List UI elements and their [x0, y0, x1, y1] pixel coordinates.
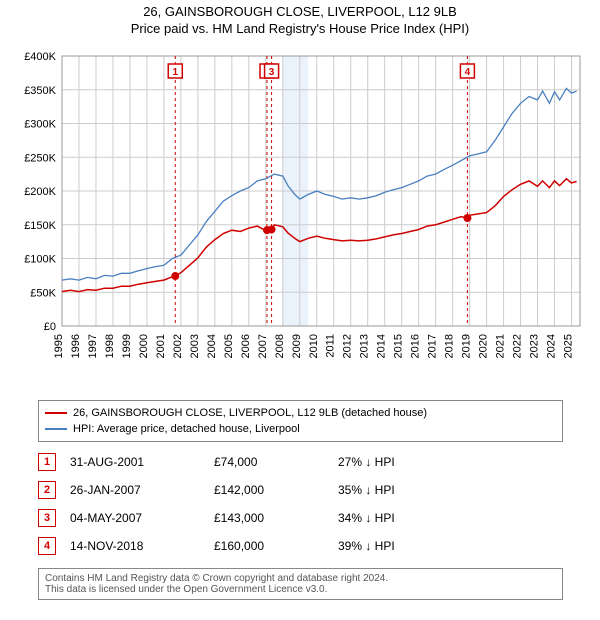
svg-text:2014: 2014	[376, 334, 388, 358]
sale-price: £74,000	[214, 455, 324, 469]
sale-price: £142,000	[214, 483, 324, 497]
svg-text:2006: 2006	[240, 334, 252, 358]
svg-text:2002: 2002	[172, 334, 184, 358]
sale-date: 14-NOV-2018	[70, 539, 200, 553]
svg-text:2013: 2013	[359, 334, 371, 358]
sale-index-box: 3	[38, 509, 56, 527]
page-title: 26, GAINSBOROUGH CLOSE, LIVERPOOL, L12 9…	[0, 4, 600, 19]
svg-text:2023: 2023	[529, 334, 541, 358]
svg-text:2003: 2003	[189, 334, 201, 358]
svg-text:1998: 1998	[104, 334, 116, 358]
price-chart: £0 £50K £100K £150K £200K £250K £300K £350K £400…	[10, 50, 590, 390]
svg-text:2011: 2011	[325, 334, 337, 358]
sale-index-box: 2	[38, 481, 56, 499]
svg-text:2012: 2012	[342, 334, 354, 358]
legend-item: HPI: Average price, detached house, Live…	[45, 421, 556, 437]
svg-text:£50K: £50K	[30, 287, 56, 299]
sale-date: 04-MAY-2007	[70, 511, 200, 525]
svg-text:4: 4	[465, 67, 471, 78]
svg-text:1996: 1996	[70, 334, 82, 358]
svg-text:2021: 2021	[495, 334, 507, 358]
svg-text:1999: 1999	[121, 334, 133, 358]
sale-date: 26-JAN-2007	[70, 483, 200, 497]
svg-text:£0: £0	[44, 321, 56, 333]
sale-price: £160,000	[214, 539, 324, 553]
svg-text:2005: 2005	[223, 334, 235, 358]
footer-line: This data is licensed under the Open Gov…	[45, 584, 556, 595]
sale-index-box: 1	[38, 453, 56, 471]
legend-label: 26, GAINSBOROUGH CLOSE, LIVERPOOL, L12 9…	[73, 407, 427, 419]
sale-diff: 27% ↓ HPI	[338, 455, 458, 469]
table-row: 3 04-MAY-2007 £143,000 34% ↓ HPI	[38, 504, 563, 532]
svg-text:2018: 2018	[444, 334, 456, 358]
svg-text:2004: 2004	[206, 334, 218, 358]
legend-swatch	[45, 428, 67, 430]
chart-svg: £0 £50K £100K £150K £200K £250K £300K £350K £400…	[10, 50, 590, 390]
title-block: 26, GAINSBOROUGH CLOSE, LIVERPOOL, L12 9…	[0, 0, 600, 36]
table-row: 1 31-AUG-2001 £74,000 27% ↓ HPI	[38, 448, 563, 476]
sale-price: £143,000	[214, 511, 324, 525]
svg-text:2016: 2016	[410, 334, 422, 358]
svg-text:1: 1	[172, 67, 178, 78]
svg-text:2010: 2010	[308, 334, 320, 358]
svg-text:2000: 2000	[138, 334, 150, 358]
svg-text:2025: 2025	[563, 334, 575, 358]
sale-diff: 35% ↓ HPI	[338, 483, 458, 497]
svg-text:£250K: £250K	[24, 152, 56, 164]
svg-text:2019: 2019	[461, 334, 473, 358]
page-subtitle: Price paid vs. HM Land Registry's House …	[0, 21, 600, 36]
sales-table: 1 31-AUG-2001 £74,000 27% ↓ HPI 2 26-JAN…	[38, 448, 563, 560]
svg-text:1997: 1997	[87, 334, 99, 358]
svg-text:2001: 2001	[155, 334, 167, 358]
svg-text:2008: 2008	[274, 334, 286, 358]
svg-text:2022: 2022	[512, 334, 524, 358]
svg-text:£300K: £300K	[24, 119, 56, 131]
svg-text:2024: 2024	[546, 334, 558, 358]
svg-text:2015: 2015	[393, 334, 405, 358]
attribution-footer: Contains HM Land Registry data © Crown c…	[38, 568, 563, 600]
table-row: 2 26-JAN-2007 £142,000 35% ↓ HPI	[38, 476, 563, 504]
svg-text:2009: 2009	[291, 334, 303, 358]
legend: 26, GAINSBOROUGH CLOSE, LIVERPOOL, L12 9…	[38, 400, 563, 442]
svg-text:£150K: £150K	[24, 220, 56, 232]
svg-text:£350K: £350K	[24, 85, 56, 97]
footer-line: Contains HM Land Registry data © Crown c…	[45, 573, 556, 584]
svg-text:1995: 1995	[53, 334, 65, 358]
sale-diff: 39% ↓ HPI	[338, 539, 458, 553]
svg-text:2020: 2020	[478, 334, 490, 358]
svg-text:£100K: £100K	[24, 254, 56, 266]
legend-label: HPI: Average price, detached house, Live…	[73, 423, 300, 435]
table-row: 4 14-NOV-2018 £160,000 39% ↓ HPI	[38, 532, 563, 560]
sale-index-box: 4	[38, 537, 56, 555]
sale-date: 31-AUG-2001	[70, 455, 200, 469]
sale-diff: 34% ↓ HPI	[338, 511, 458, 525]
legend-item: 26, GAINSBOROUGH CLOSE, LIVERPOOL, L12 9…	[45, 405, 556, 421]
svg-text:2007: 2007	[257, 334, 269, 358]
svg-text:2017: 2017	[427, 334, 439, 358]
svg-text:£400K: £400K	[24, 51, 56, 63]
svg-text:3: 3	[269, 67, 275, 78]
legend-swatch	[45, 412, 67, 414]
svg-text:£200K: £200K	[24, 186, 56, 198]
